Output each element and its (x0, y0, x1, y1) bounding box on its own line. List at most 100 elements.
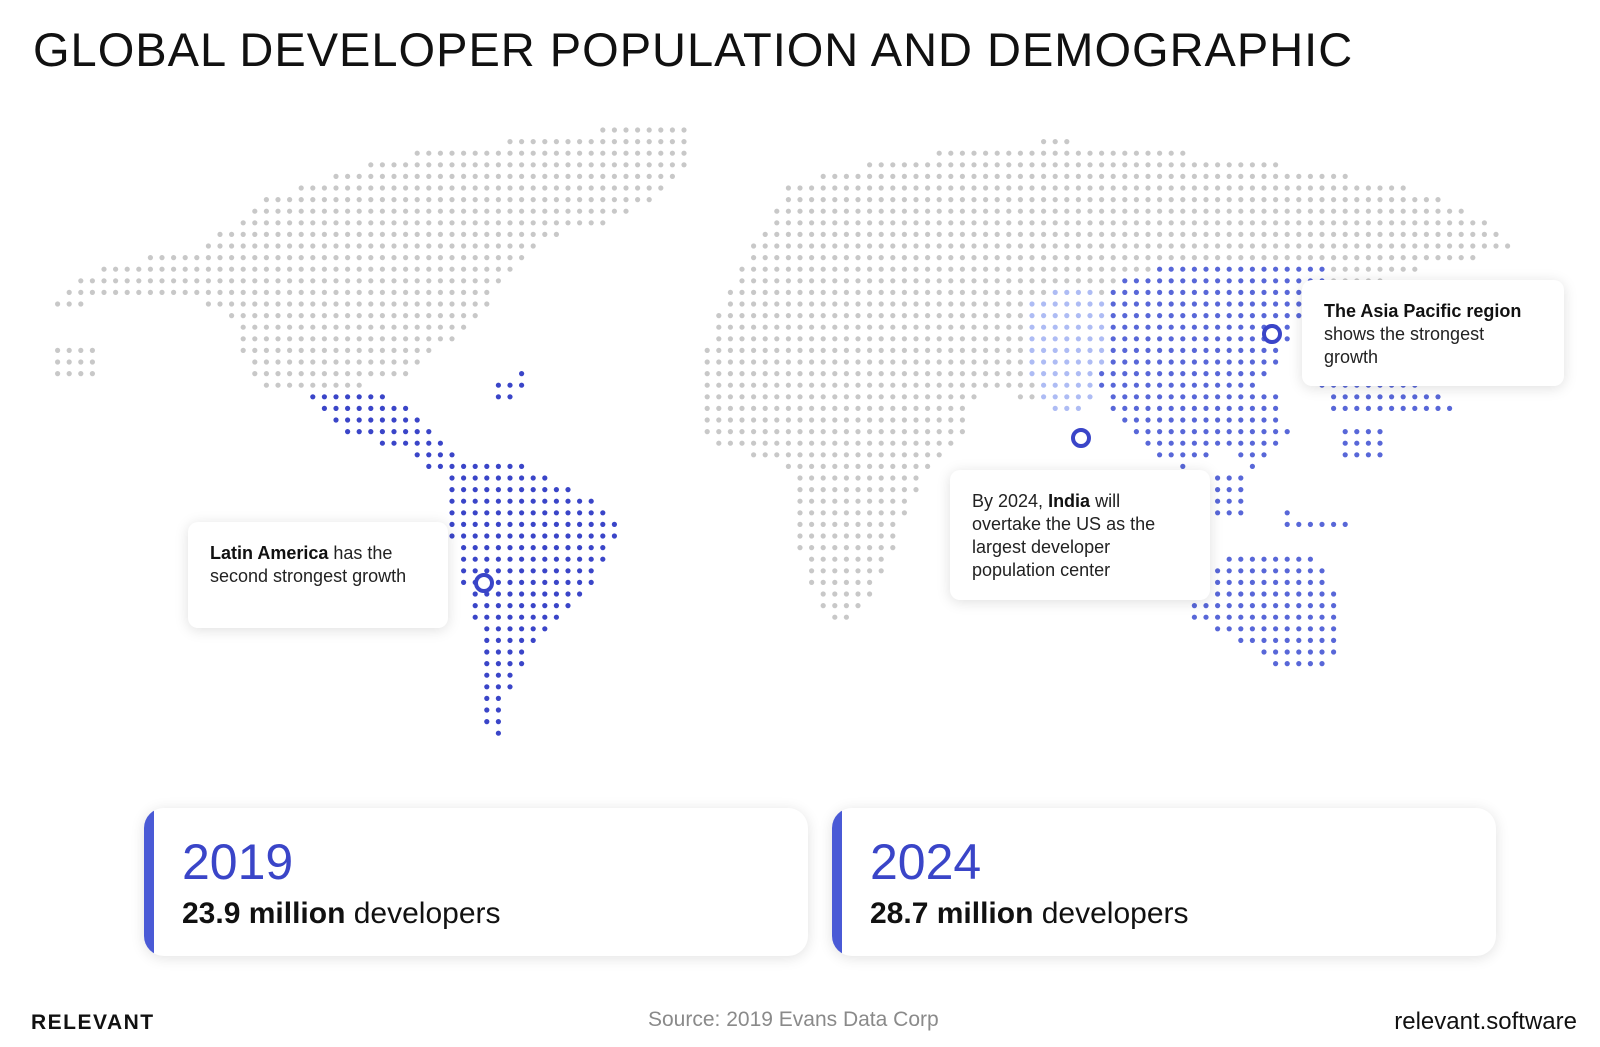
map-dot-latin-america (345, 417, 351, 423)
map-dot-land (820, 603, 826, 609)
map-dot-asia-pacific (1203, 347, 1209, 353)
map-dot-india (1075, 371, 1081, 377)
map-dot-asia-pacific (1215, 266, 1221, 272)
map-dot-asia-pacific (1122, 324, 1128, 330)
map-dot-land (809, 359, 815, 365)
map-dot-land (1017, 289, 1024, 295)
map-dot-land (78, 301, 84, 307)
map-dot-land (925, 336, 931, 342)
map-dot-land (229, 243, 235, 249)
map-dot-land (936, 231, 942, 237)
map-dot-asia-pacific (1249, 637, 1255, 644)
map-dot-land (310, 289, 316, 295)
map-dot-land (298, 347, 304, 353)
map-dot-latin-america (495, 626, 501, 632)
map-dot-land (890, 371, 896, 377)
map-dot-latin-america (519, 661, 525, 667)
map-dot-land (333, 173, 339, 179)
map-dot-india (1087, 347, 1093, 353)
map-dot-land (913, 324, 919, 330)
map-dot-asia-pacific (1203, 359, 1209, 365)
map-dot-land (948, 382, 954, 388)
map-dot-land (252, 220, 258, 226)
map-dot-land (1110, 220, 1116, 226)
map-dot-latin-america (484, 510, 490, 516)
map-dot-latin-america (553, 487, 560, 493)
map-dot-land (1052, 173, 1058, 179)
map-dot-land (321, 278, 327, 284)
map-dot-land (333, 243, 339, 249)
map-dot-land (971, 197, 977, 203)
map-dot-land (495, 162, 501, 168)
map-dot-land (1145, 255, 1151, 261)
map-dot-land (890, 324, 896, 330)
map-dot-land (925, 185, 931, 191)
map-dot-land (1157, 208, 1163, 214)
map-dot-land (820, 173, 826, 179)
map-dot-land (1389, 185, 1395, 191)
map-dot-land (901, 510, 908, 516)
map-dot-land (890, 405, 896, 411)
map-dot-land (1133, 255, 1139, 261)
map-dot-asia-pacific (1331, 521, 1337, 528)
map-dot-land (66, 371, 72, 377)
map-dot-latin-america (553, 591, 560, 597)
map-dot-land (542, 197, 548, 203)
map-dot-latin-america (588, 510, 594, 516)
map-dot-land (1284, 231, 1290, 237)
map-dot-asia-pacific (1226, 556, 1232, 562)
map-dot-land (855, 498, 861, 504)
map-dot-land (1075, 243, 1081, 249)
map-dot-land (971, 278, 977, 284)
map-dot-asia-pacific (1261, 649, 1267, 655)
map-dot-land (55, 359, 61, 365)
map-dot-land (867, 197, 873, 203)
map-dot-land (797, 405, 803, 411)
map-dot-land (1157, 197, 1163, 203)
map-dot-land (936, 266, 942, 272)
map-dot-land (809, 579, 815, 586)
map-dot-land (1029, 208, 1035, 214)
map-dot-land (1389, 220, 1395, 226)
map-dot-asia-pacific (1203, 603, 1209, 609)
map-dot-land (321, 208, 327, 214)
map-dot-land (959, 289, 966, 295)
map-dot-land (994, 278, 1000, 284)
map-dot-land (472, 185, 478, 191)
map-dot-land (379, 162, 385, 168)
map-dot-land (437, 336, 443, 342)
map-dot-india (1052, 359, 1058, 365)
map-dot-asia-pacific (1273, 568, 1279, 574)
map-dot-asia-pacific (1168, 324, 1174, 330)
map-dot-asia-pacific (1203, 278, 1209, 284)
map-dot-land (1145, 150, 1151, 156)
map-dot-asia-pacific (1157, 347, 1163, 353)
map-dot-land (890, 243, 896, 249)
map-dot-land (751, 301, 757, 307)
map-dot-land (461, 197, 467, 203)
map-dot-latin-america (379, 405, 385, 411)
map-dot-land (1342, 173, 1348, 179)
map-dot-land (1296, 208, 1302, 214)
map-dot-asia-pacific (1238, 394, 1244, 400)
map-dot-land (1238, 255, 1244, 261)
map-dot-land (310, 278, 316, 284)
map-dot-land (403, 278, 409, 284)
map-dot-land (890, 255, 896, 261)
map-dot-land (1133, 185, 1139, 191)
map-dot-land (298, 197, 304, 203)
map-dot-india (1052, 347, 1058, 353)
map-dot-land (855, 568, 861, 574)
map-dot-land (820, 556, 826, 562)
map-dot-land (298, 324, 304, 330)
map-dot-latin-america (519, 475, 525, 481)
map-dot-land (321, 324, 327, 330)
map-dot-land (426, 289, 432, 295)
map-dot-land (820, 197, 826, 203)
map-dot-land (1377, 197, 1383, 203)
map-dot-land (414, 255, 420, 261)
map-dot-land (1470, 255, 1476, 261)
map-dot-latin-america (553, 614, 560, 620)
website-link[interactable]: relevant.software (1394, 1008, 1577, 1035)
map-dot-latin-america (519, 649, 525, 655)
